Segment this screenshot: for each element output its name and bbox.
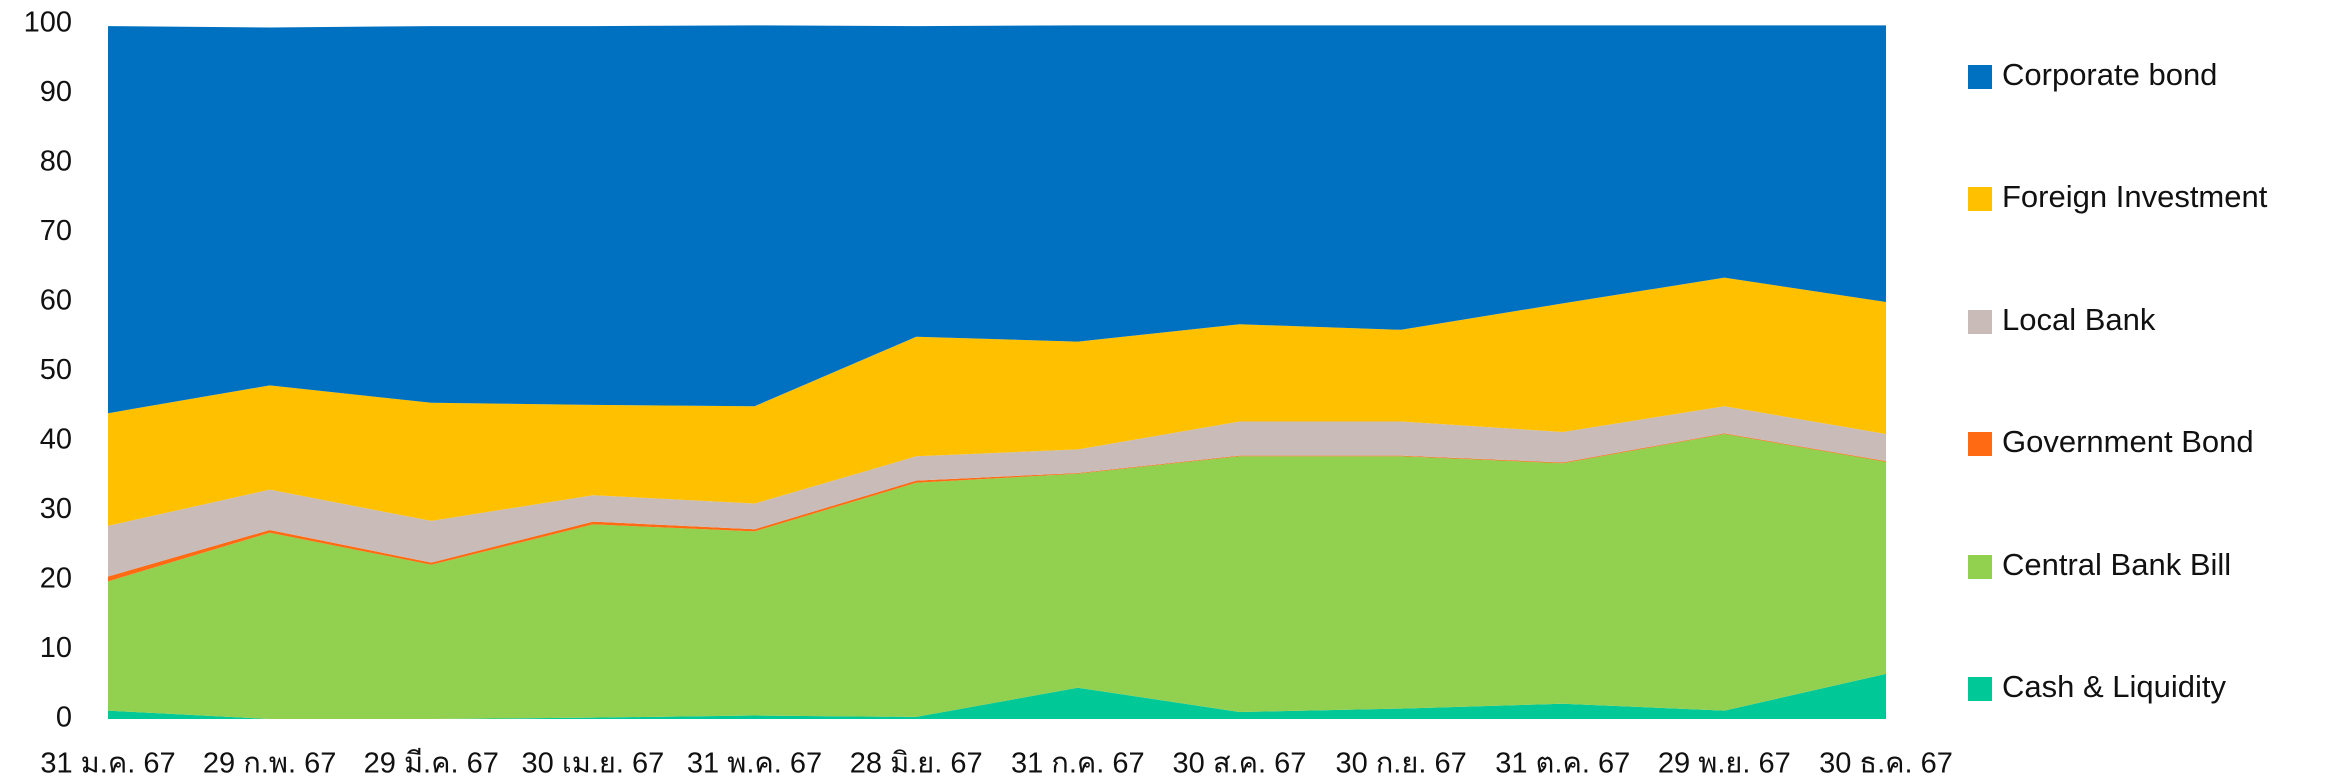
area bbox=[108, 277, 1886, 526]
y-tick-label: 80 bbox=[40, 146, 72, 178]
area bbox=[108, 434, 1886, 719]
x-tick-label: 29 ก.พ. 67 bbox=[203, 748, 336, 776]
y-tick-label: 70 bbox=[40, 215, 72, 247]
legend-label: Central Bank Bill bbox=[2002, 547, 2231, 582]
legend-swatch bbox=[1968, 432, 1992, 456]
x-tick-label: 30 ธ.ค. 67 bbox=[1819, 748, 1953, 776]
area bbox=[108, 406, 1886, 577]
y-tick-label: 50 bbox=[40, 354, 72, 386]
x-tick-label: 29 พ.ย. 67 bbox=[1658, 748, 1791, 776]
x-tick-label: 29 มี.ค. 67 bbox=[364, 748, 499, 776]
legend-label: Local Bank bbox=[2002, 302, 2156, 337]
y-tick-label: 100 bbox=[24, 7, 72, 39]
legend-swatch bbox=[1968, 555, 1992, 579]
legend-label: Corporate bond bbox=[2002, 57, 2217, 92]
legend-label: Foreign Investment bbox=[2002, 179, 2268, 214]
legend-label: Cash & Liquidity bbox=[2002, 669, 2227, 704]
area bbox=[108, 673, 1886, 719]
legend-label: Government Bond bbox=[2002, 424, 2254, 459]
x-tick-label: 30 ก.ย. 67 bbox=[1335, 748, 1466, 776]
legend-swatch bbox=[1968, 677, 1992, 701]
x-tick-label: 31 ต.ค. 67 bbox=[1495, 748, 1630, 776]
y-tick-label: 20 bbox=[40, 563, 72, 595]
x-tick-label: 30 ส.ค. 67 bbox=[1173, 748, 1307, 776]
x-tick-label: 31 พ.ค. 67 bbox=[687, 748, 822, 776]
y-tick-label: 40 bbox=[40, 424, 72, 456]
y-tick-label: 30 bbox=[40, 493, 72, 525]
y-tick-label: 10 bbox=[40, 632, 72, 664]
x-tick-label: 30 เม.ย. 67 bbox=[522, 748, 665, 776]
x-tick-label: 28 มิ.ย. 67 bbox=[850, 748, 983, 776]
y-tick-label: 0 bbox=[56, 702, 72, 734]
y-tick-label: 90 bbox=[40, 76, 72, 108]
area bbox=[108, 25, 1886, 414]
legend-swatch bbox=[1968, 187, 1992, 211]
y-tick-label: 60 bbox=[40, 285, 72, 317]
legend-swatch bbox=[1968, 310, 1992, 334]
x-tick-label: 31 ม.ค. 67 bbox=[40, 748, 175, 776]
x-tick-label: 31 ก.ค. 67 bbox=[1011, 748, 1145, 776]
legend-swatch bbox=[1968, 65, 1992, 89]
